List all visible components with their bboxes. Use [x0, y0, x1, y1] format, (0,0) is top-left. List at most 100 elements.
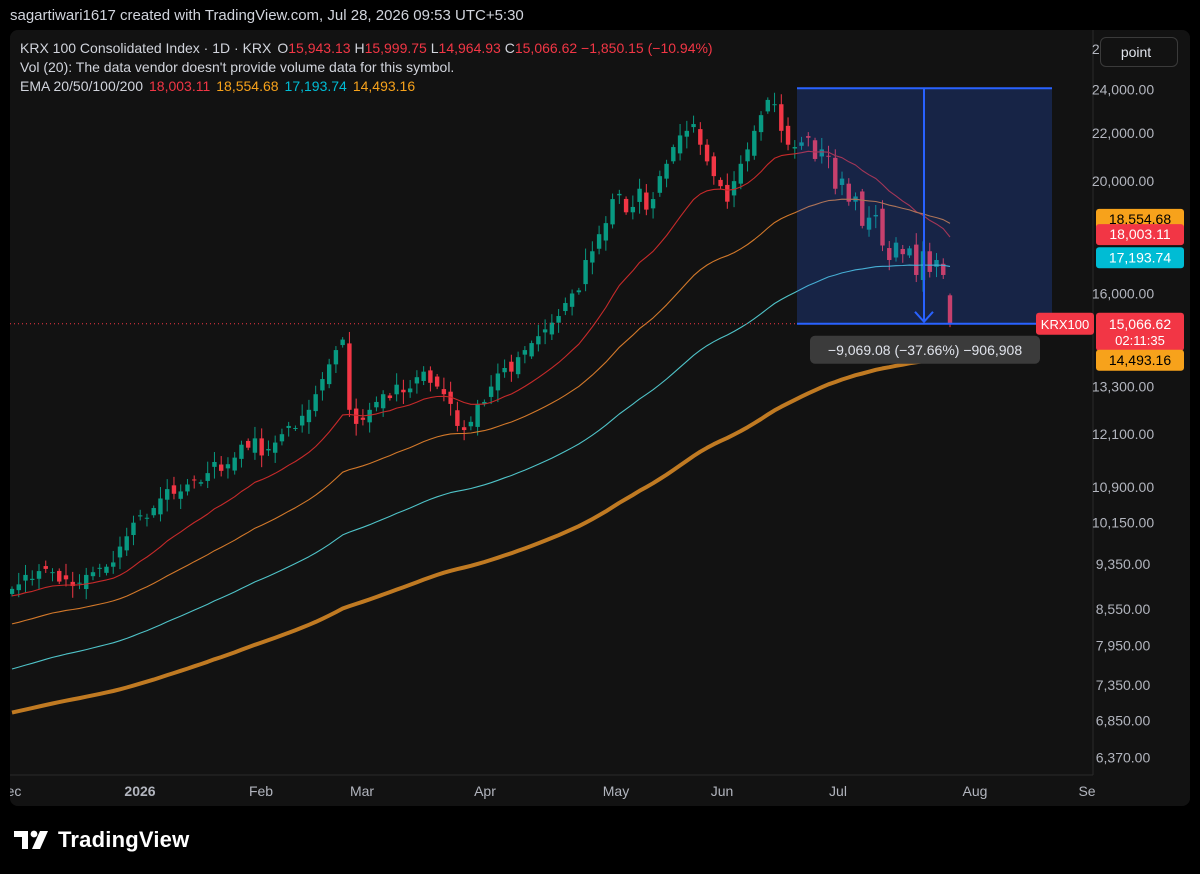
candle-body-18	[131, 522, 136, 536]
candle-body-31	[218, 464, 224, 471]
candle-body-131	[893, 242, 899, 258]
candle-body-5	[43, 566, 48, 569]
candle-body-25	[178, 491, 183, 499]
ema50-line	[11, 198, 951, 625]
volume-note[interactable]: Vol (20): The data vendor doesn't provid…	[20, 59, 455, 75]
candle-body-22	[158, 498, 163, 515]
candle-body-78	[536, 336, 541, 345]
candle-body-134	[914, 244, 919, 275]
candle-body-56	[387, 395, 393, 399]
y-tick-label-3: 20,000.00	[1092, 173, 1154, 189]
candle-body-90	[617, 193, 622, 196]
ema200-value: 14,493.16	[352, 78, 416, 94]
symbol-tag	[1036, 312, 1094, 335]
candle-body-24	[171, 485, 177, 494]
candle-body-109	[745, 149, 750, 162]
candle-body-87	[596, 234, 602, 249]
candle-body-23	[165, 489, 170, 500]
candle-body-106	[725, 184, 730, 202]
candle-body-86	[590, 251, 595, 263]
candle-body-128	[873, 214, 878, 217]
candle-body-15	[111, 562, 116, 567]
x-axis-label-2: Feb	[249, 783, 273, 799]
volume-row: Vol (20): The data vendor doesn't provid…	[20, 58, 713, 77]
x-axis-label-8: Aug	[963, 783, 988, 799]
candle-body-71	[488, 386, 494, 397]
candle-body-53	[367, 409, 372, 423]
candle-body-83	[569, 293, 575, 307]
candle-body-68	[468, 421, 474, 427]
candle-body-132	[900, 248, 905, 255]
price-chart[interactable]: 26,000.0024,000.0022,000.0020,000.0016,0…	[10, 30, 1190, 806]
symbol-title[interactable]: KRX 100 Consolidated Index · 1D · KRX	[20, 40, 272, 56]
tradingview-logo[interactable]: TradingView	[14, 822, 189, 858]
open-value: 15,943.13	[288, 40, 351, 56]
ema-price-badge-1	[1096, 224, 1184, 246]
y-tick-label-4: 16,000.00	[1092, 286, 1154, 302]
candle-body-118	[806, 136, 811, 138]
candle-body-43	[299, 415, 305, 426]
change-value: −1,850.15 (−10.94%)	[581, 40, 713, 56]
open-label: O	[277, 40, 289, 56]
candle-body-65	[448, 391, 453, 404]
candle-body-21	[151, 508, 156, 516]
candle-body-41	[286, 425, 291, 428]
candle-body-76	[522, 350, 528, 355]
candle-body-16	[117, 546, 123, 558]
chart-credit-bar: sagartiwari1617 created with TradingView…	[0, 0, 1200, 30]
candle-body-85	[583, 260, 588, 285]
ema20-value: 18,003.11	[149, 78, 211, 94]
ema-price-badge-text-2: 17,193.74	[1109, 249, 1171, 265]
candle-body-133	[907, 248, 912, 256]
chart-legend: KRX 100 Consolidated Index · 1D · KRX O1…	[20, 39, 713, 96]
ema-label[interactable]: EMA 20/50/100/200	[20, 78, 143, 94]
candle-body-26	[185, 484, 190, 492]
y-tick-label-5: 13,300.00	[1092, 379, 1154, 395]
candle-body-121	[826, 155, 831, 157]
candle-body-54	[374, 401, 379, 408]
point-mode-button[interactable]: point	[1100, 37, 1178, 67]
candle-body-13	[97, 567, 102, 569]
ema-price-badge-3	[1096, 349, 1184, 371]
candle-body-32	[225, 464, 231, 469]
point-mode-label: point	[1120, 44, 1152, 60]
candle-body-124	[846, 183, 851, 202]
candle-body-105	[718, 179, 723, 187]
candle-body-62	[428, 370, 433, 383]
candle-body-96	[657, 176, 663, 193]
candle-body-29	[205, 473, 210, 481]
candle-body-113	[772, 104, 777, 106]
candle-body-97	[664, 163, 669, 179]
candle-body-64	[441, 389, 447, 395]
candle-body-7	[57, 570, 62, 582]
ema-price-badge-text-1: 18,003.11	[1109, 226, 1170, 242]
candle-body-63	[434, 376, 440, 387]
candle-body-51	[353, 408, 359, 424]
candle-body-88	[603, 223, 609, 241]
candle-body-0	[10, 588, 15, 594]
candle-body-1	[16, 584, 21, 591]
symbol-tag-text: KRX100	[1041, 317, 1089, 332]
chart-panel[interactable]: 26,000.0024,000.0022,000.0020,000.0016,0…	[10, 30, 1190, 806]
tradingview-brand-text: TradingView	[58, 827, 190, 852]
candle-body-36	[252, 438, 258, 453]
candle-body-49	[340, 339, 345, 346]
candle-body-94	[644, 192, 649, 210]
candle-body-33	[232, 457, 237, 471]
candle-body-93	[637, 188, 642, 202]
ema20-line	[11, 150, 951, 597]
bar-countdown: 02:11:35	[1115, 333, 1165, 348]
candle-body-4	[36, 571, 42, 579]
candle-body-137	[934, 260, 939, 267]
candle-body-110	[752, 130, 757, 156]
candle-body-27	[192, 479, 197, 481]
last-price-badge	[1096, 312, 1184, 351]
candle-body-89	[610, 199, 615, 225]
candle-body-59	[407, 388, 413, 393]
candle-body-48	[333, 350, 339, 365]
candle-body-112	[765, 99, 770, 112]
candle-body-11	[84, 574, 89, 590]
ema50-value: 18,554.68	[216, 78, 279, 94]
candle-body-120	[819, 149, 824, 157]
x-axis-label-9: Se	[1078, 783, 1095, 799]
